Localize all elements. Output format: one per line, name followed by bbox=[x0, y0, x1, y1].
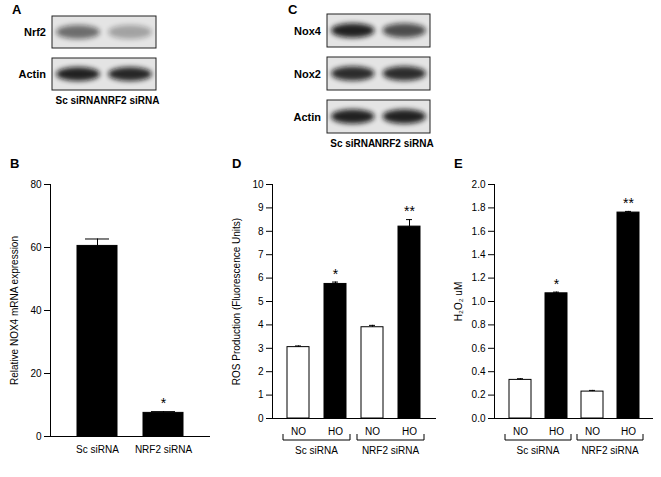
svg-text:6: 6 bbox=[258, 272, 264, 283]
svg-text:Nrf2: Nrf2 bbox=[24, 26, 46, 38]
svg-text:NO: NO bbox=[291, 426, 306, 437]
html-text:C: C bbox=[288, 2, 298, 17]
svg-text:NO: NO bbox=[365, 426, 380, 437]
svg-text:HO: HO bbox=[328, 426, 343, 437]
svg-text:0: 0 bbox=[36, 431, 42, 442]
svg-text:Actin: Actin bbox=[294, 111, 322, 123]
svg-text:Nox4: Nox4 bbox=[294, 25, 322, 37]
svg-text:Sc siRNA: Sc siRNA bbox=[295, 445, 338, 456]
svg-text:1: 1 bbox=[258, 389, 264, 400]
svg-text:Sc siRNA: Sc siRNA bbox=[76, 444, 119, 455]
svg-text:*: * bbox=[161, 395, 167, 411]
svg-text:0: 0 bbox=[258, 413, 264, 424]
svg-text:0.0: 0.0 bbox=[472, 413, 486, 424]
svg-text:3: 3 bbox=[258, 343, 264, 354]
svg-text:7: 7 bbox=[258, 249, 264, 260]
svg-text:1.8: 1.8 bbox=[472, 202, 486, 213]
svg-text:1.4: 1.4 bbox=[472, 249, 486, 260]
svg-text:NRF2 siRNA: NRF2 siRNA bbox=[362, 445, 420, 456]
svg-text:HO: HO bbox=[549, 426, 564, 437]
html-text:E: E bbox=[454, 156, 463, 171]
svg-text:Nox2: Nox2 bbox=[294, 68, 321, 80]
svg-text:20: 20 bbox=[30, 368, 42, 379]
svg-text:Sc siRNA: Sc siRNA bbox=[330, 138, 375, 149]
svg-text:40: 40 bbox=[30, 305, 42, 316]
html-text:A: A bbox=[12, 2, 22, 17]
svg-text:0.6: 0.6 bbox=[472, 343, 486, 354]
svg-text:80: 80 bbox=[30, 179, 42, 190]
svg-text:9: 9 bbox=[258, 202, 264, 213]
svg-text:NO: NO bbox=[513, 426, 528, 437]
svg-text:8: 8 bbox=[258, 226, 264, 237]
svg-text:5: 5 bbox=[258, 296, 264, 307]
svg-text:HO: HO bbox=[621, 426, 636, 437]
svg-text:Sc siRNA: Sc siRNA bbox=[55, 95, 100, 106]
svg-text:1.6: 1.6 bbox=[472, 226, 486, 237]
svg-text:**: ** bbox=[404, 203, 415, 219]
svg-text:**: ** bbox=[623, 195, 634, 211]
svg-text:NRF2 siRNA: NRF2 siRNA bbox=[375, 138, 434, 149]
svg-text:NRF2 siRNA: NRF2 siRNA bbox=[101, 95, 160, 106]
svg-text:1.2: 1.2 bbox=[472, 272, 486, 283]
html-text:D: D bbox=[232, 156, 242, 171]
svg-text:Relative NOX4 mRNA expression: Relative NOX4 mRNA expression bbox=[9, 236, 20, 385]
svg-text:H₂O₂ uM: H₂O₂ uM bbox=[453, 282, 464, 321]
svg-text:NRF2 siRNA: NRF2 siRNA bbox=[581, 445, 639, 456]
svg-text:1.0: 1.0 bbox=[472, 296, 486, 307]
svg-text:2: 2 bbox=[258, 366, 264, 377]
svg-text:*: * bbox=[333, 266, 339, 282]
svg-text:4: 4 bbox=[258, 319, 264, 330]
svg-text:0.4: 0.4 bbox=[472, 366, 486, 377]
html-text:B: B bbox=[10, 156, 20, 171]
svg-text:HO: HO bbox=[402, 426, 417, 437]
svg-text:0.8: 0.8 bbox=[472, 319, 486, 330]
svg-text:60: 60 bbox=[30, 242, 42, 253]
svg-text:Sc siRNA: Sc siRNA bbox=[517, 445, 560, 456]
svg-text:*: * bbox=[554, 276, 560, 292]
svg-text:ROS Production (Fluorescence U: ROS Production (Fluorescence Units) bbox=[231, 218, 242, 385]
svg-text:10: 10 bbox=[252, 179, 264, 190]
svg-text:NRF2 siRNA: NRF2 siRNA bbox=[135, 444, 193, 455]
svg-text:2.0: 2.0 bbox=[472, 179, 486, 190]
svg-text:NO: NO bbox=[585, 426, 600, 437]
svg-text:0.2: 0.2 bbox=[472, 389, 486, 400]
svg-text:Actin: Actin bbox=[19, 68, 47, 80]
